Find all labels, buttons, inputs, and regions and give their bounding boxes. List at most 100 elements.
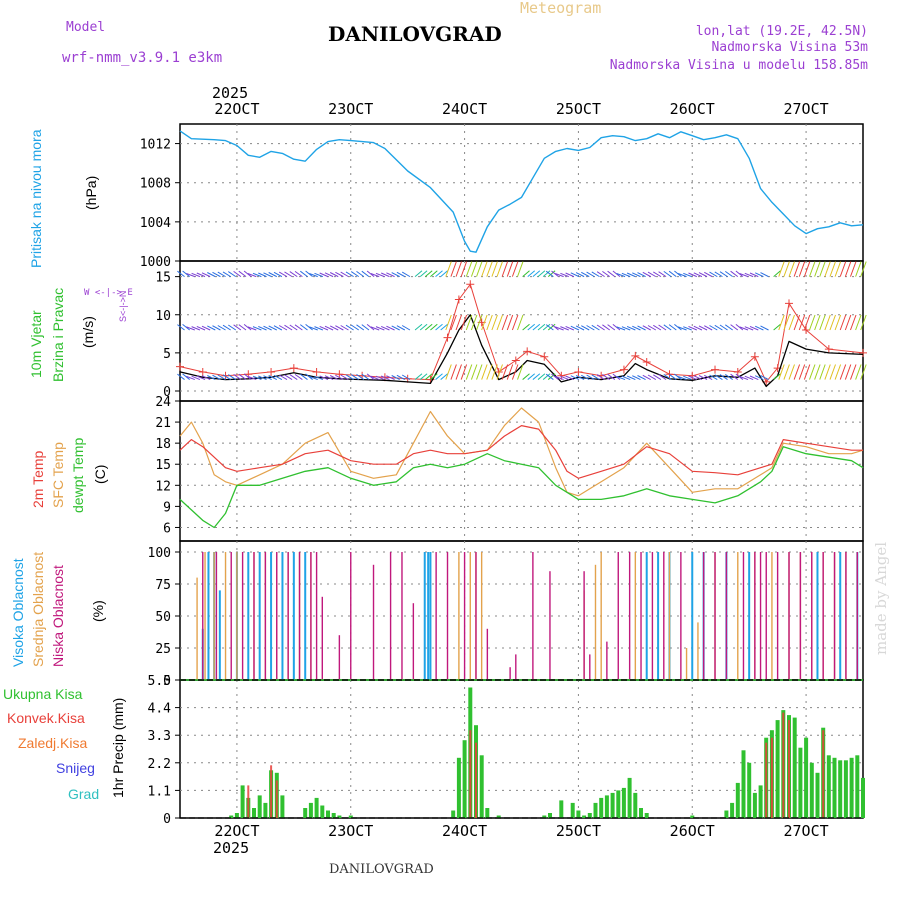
wind-arrow xyxy=(704,325,713,331)
wind-arrow xyxy=(258,272,267,278)
wind-arrow xyxy=(177,324,185,331)
wind-arrow xyxy=(647,374,657,380)
wind-arrow xyxy=(289,324,298,331)
wind-arrow xyxy=(839,314,847,331)
wind-arrow xyxy=(496,314,503,331)
wind-arrow xyxy=(725,324,733,331)
wind-arrow xyxy=(616,273,626,278)
wind-arrow xyxy=(855,261,862,277)
wind-arrow xyxy=(263,375,272,381)
wind-arrow xyxy=(335,374,344,381)
precip-convective-bar xyxy=(822,730,825,818)
precip-total-bar xyxy=(798,747,803,818)
wind-arrow xyxy=(591,324,600,331)
wind-arrow xyxy=(324,272,334,278)
wind-arrow xyxy=(278,374,288,380)
wind-arrow xyxy=(788,261,795,277)
wind-arrow xyxy=(470,314,478,331)
wind-arrow xyxy=(545,373,554,380)
footer-title: DANILOVGRAD xyxy=(329,862,434,877)
precip-total-bar xyxy=(576,810,581,818)
wind-arrow xyxy=(658,324,667,331)
wind-arrow xyxy=(207,272,216,278)
wind-arrow xyxy=(201,375,211,381)
wind-arrow xyxy=(642,325,651,331)
wind-arrow xyxy=(350,271,359,278)
wind-arrow xyxy=(501,314,509,331)
wind-arrow xyxy=(278,325,288,331)
clouds-ytick-label: 100 xyxy=(148,546,171,561)
wind-arrow xyxy=(356,373,365,380)
precip-convective-bar xyxy=(275,780,278,818)
wind-arrow xyxy=(725,270,733,278)
precip-total-bar xyxy=(804,737,809,818)
meteogram-label: Meteogram xyxy=(520,0,602,17)
wind-arrow xyxy=(340,325,349,331)
temperature-ytick-label: 18 xyxy=(155,437,171,452)
wind-arrow xyxy=(491,364,498,380)
precip-convective-bar xyxy=(247,785,250,818)
wind-arrow xyxy=(602,373,611,380)
wind-gust-point xyxy=(574,367,583,376)
wind-gust-point xyxy=(289,364,298,373)
wind-arrow xyxy=(834,314,842,331)
wind-arrow xyxy=(350,324,359,331)
precip-total-bar xyxy=(621,787,626,818)
wind-arrow xyxy=(450,314,457,331)
wind-arrow xyxy=(803,261,811,277)
wind-compass-we: W <-|-> E xyxy=(84,288,133,298)
wind-arrow xyxy=(545,324,554,331)
wind-arrow xyxy=(366,270,375,278)
wind-arrow xyxy=(517,364,524,380)
wind-arrow xyxy=(760,325,769,331)
precip-total-bar xyxy=(792,717,797,818)
wind-arrow xyxy=(361,373,370,380)
precip-total-bar xyxy=(479,755,484,818)
pressure-ytick-label: 1004 xyxy=(140,216,171,231)
wind-arrow xyxy=(238,324,247,331)
model-altitude-label: Nadmorska Visina u modelu 158.85m xyxy=(609,58,868,73)
wind-arrow xyxy=(294,324,303,331)
wind-arrow xyxy=(829,364,836,380)
precip-total-bar xyxy=(257,795,262,818)
wind-arrow xyxy=(356,324,365,331)
precip-total-bar xyxy=(263,802,268,818)
wind-arrow xyxy=(714,271,723,278)
wind-arrow xyxy=(430,373,438,380)
wind-arrow xyxy=(632,375,641,381)
precip-total-bar xyxy=(690,815,695,818)
wind-arrow xyxy=(419,270,428,278)
wind-arrow xyxy=(460,314,468,331)
wind-arrow xyxy=(391,375,400,381)
wind-arrow xyxy=(496,364,503,380)
wind-arrow xyxy=(532,270,541,278)
wind-arrow xyxy=(632,325,641,331)
wind-arrow xyxy=(517,261,524,277)
precip-total-bar xyxy=(229,815,234,818)
wind-arrow xyxy=(612,324,621,331)
wind-gust-point xyxy=(824,345,833,354)
wind-arrow xyxy=(217,374,226,380)
temp-sfc-line xyxy=(179,407,864,497)
precip-ytick-label: 5.5 xyxy=(148,674,171,689)
wind-arrow xyxy=(537,373,546,380)
wind-arrow xyxy=(177,373,185,380)
wind-arrow xyxy=(839,364,847,380)
wind-arrow xyxy=(621,272,631,278)
wind-arrow xyxy=(522,373,530,380)
precip-total-bar xyxy=(758,785,763,818)
wind-arrow xyxy=(391,272,400,278)
wind-arrow xyxy=(693,272,703,278)
year-label-bottom: 2025 xyxy=(213,839,250,857)
wind-arrow xyxy=(674,324,682,331)
wind-arrow xyxy=(491,261,498,277)
wind-arrow xyxy=(778,261,785,277)
wind-gust-point xyxy=(511,356,520,365)
precip-total-bar xyxy=(308,802,313,818)
precip-total-bar xyxy=(456,757,461,818)
wind-arrow xyxy=(396,374,406,381)
precip-convective-bar xyxy=(270,765,273,818)
wind-arrow xyxy=(522,270,530,278)
wind-arrow xyxy=(551,324,559,331)
wind-arrow xyxy=(396,271,406,278)
